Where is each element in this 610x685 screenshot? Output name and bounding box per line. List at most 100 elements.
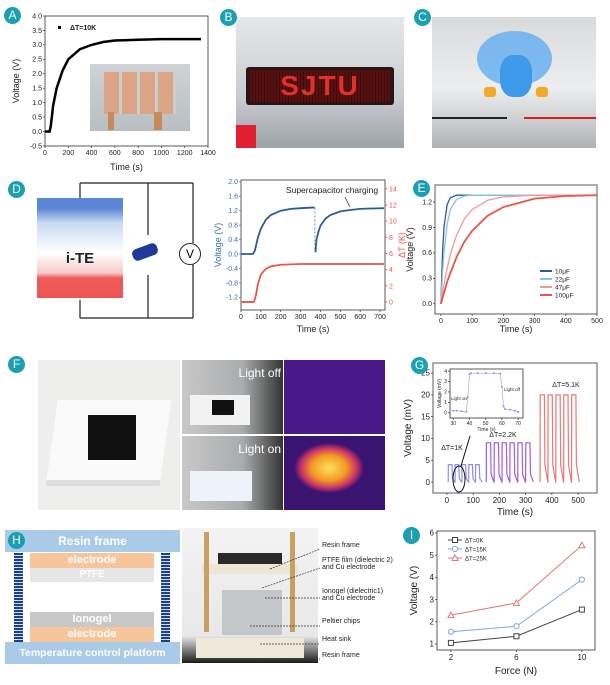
plot-frame [436,530,596,651]
series-line [440,194,598,305]
series-line [485,442,534,483]
y2-tick-label: 14 [389,186,397,193]
x-axis-label: Time (s) [500,324,533,334]
y-tick-label: 0 [426,478,431,487]
series-line [447,464,483,483]
x-tick-label: 700 [374,314,386,321]
series-line [241,206,315,255]
y-tick-label: 1.2 [422,199,432,206]
data-point [578,576,586,583]
y-tick-label: 0.5 [32,114,42,121]
y-tick-label: 0.0 [32,129,42,136]
x-tick-label: 300 [519,496,533,505]
x-tick-label: 50 [483,421,489,427]
spring-right-icon [161,553,170,642]
y-tick-label: 3.5 [32,28,42,35]
x-tick-label: 300 [295,314,307,321]
x-tick-label: 100 [255,314,267,321]
legend-label: 10μF [555,269,570,276]
annotation: Supercapacitor charging [286,185,378,195]
inset-annotation: Light on [451,396,468,401]
x-tick-label: 400 [560,318,572,325]
plot-frame [240,179,386,311]
callout-line [269,548,321,570]
y-tick-label: 2.0 [228,179,238,186]
y-tick-label: 4 [430,573,435,582]
ptfe-layer: PTFE [30,568,154,582]
y-tick-label: 1.5 [32,86,42,93]
callout-label: Peltier chips [322,618,361,625]
y-tick-label: 1 [444,400,447,406]
electrode-top: electrode [30,553,154,568]
y-tick-label: 0.6 [422,250,432,257]
series-line [314,207,385,253]
y-tick-label: 1.0 [32,100,42,107]
y-tick-label: -1.2 [226,295,238,302]
series-line [241,263,385,303]
x-tick-label: 0 [43,150,47,157]
y-tick-label: 0.3 [422,276,432,283]
thermal-image-off [284,360,385,434]
panel-label-c: C [414,9,431,26]
y-tick-label: 0.0 [422,301,432,308]
data-point [578,541,586,549]
plot-frame [449,368,524,419]
photo-test-setup [182,528,318,663]
zoom-line [460,435,471,467]
legend-marker [452,537,458,543]
y-tick-label: 2.5 [32,57,42,64]
data-point [512,598,521,606]
x-tick-label: 400 [315,314,327,321]
x-tick-label: 200 [498,318,510,325]
x-tick-label: 400 [86,150,98,157]
legend-marker [451,553,459,561]
ite-block [37,198,123,298]
y-axis-label: Voltage (V) [409,566,420,615]
series-line [539,394,580,483]
legend-label: 100μF [555,293,574,300]
callout-label: Resin frame [322,542,360,549]
electrode-bottom: electrode [30,627,154,642]
x-tick-label: 500 [334,314,346,321]
callout-label: PTFE film (dielectric 2) and Cu electrod… [322,557,393,571]
legend-marker [451,545,459,553]
highlight-ellipse [452,465,466,493]
inset-annotation: Light off [504,387,521,392]
y-tick-label: 1.2 [228,208,238,215]
x-tick-label: 6 [514,653,519,662]
y-tick-label: 0.9 [422,225,432,232]
x-tick-label: 60 [499,421,505,427]
legend-label: ΔT=15K [465,548,487,554]
y-tick-label: 3.0 [32,42,42,49]
y-tick-label: 25 [421,369,430,378]
y-tick-label: 1 [430,640,435,649]
plot-frame [44,15,209,147]
inset-line [453,372,519,413]
y2-tick-label: 2 [389,283,393,290]
y-tick-label: 15 [421,412,430,421]
x-tick-label: 500 [591,318,603,325]
y-tick-label: -0.5 [30,143,42,150]
series-line [440,194,597,304]
x-tick-label: 0 [239,314,243,321]
x-axis-label: Time (s) [497,507,533,518]
y-tick-label: 6 [430,529,435,538]
x-tick-label: 30 [450,421,456,427]
photo-fan [432,17,596,148]
segment-label: ΔT=1K [441,445,463,452]
photo-led-display: SJTU [236,17,404,148]
panel-label-h: H [8,532,25,549]
plot-frame [434,184,598,315]
legend-label: 22μF [555,277,570,284]
light-off-label: Light off [238,366,281,380]
y-tick-label: 0 [444,410,447,416]
x-tick-label: 200 [62,150,74,157]
y-tick-label: 0.8 [228,222,238,229]
voltmeter-icon: V [179,243,201,265]
panel-label-i: I [403,527,420,544]
temperature-control-platform: Temperature control platform [5,642,180,664]
x-tick-label: 10 [577,653,586,662]
y-tick-label: 3 [430,595,435,604]
y-tick-label: 4 [444,369,447,375]
y2-tick-label: 6 [389,251,393,258]
